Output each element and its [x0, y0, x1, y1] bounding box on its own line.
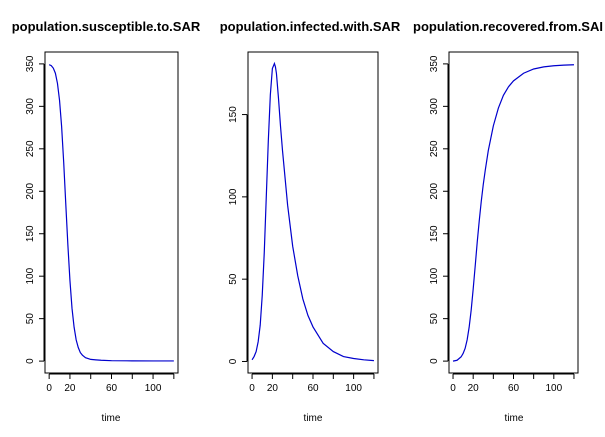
x-axis-label: time [102, 413, 121, 424]
y-tick-label: 150 [429, 225, 440, 242]
panel-recovered: population.recovered.from.SAI 0 20 60 100 0… [413, 19, 603, 424]
x-tick-label: 60 [106, 383, 118, 394]
y-tick-label: 0 [429, 358, 440, 364]
y-axis: 0 50 100 150 200 250 300 350 [25, 55, 45, 364]
x-axis-label: time [304, 413, 323, 424]
x-tick-label: 60 [508, 383, 520, 394]
y-tick-label: 100 [429, 267, 440, 284]
x-tick-label: 20 [267, 383, 279, 394]
x-axis-label: time [505, 413, 524, 424]
y-tick-label: 200 [429, 182, 440, 199]
x-axis: 0 20 60 100 [249, 373, 375, 394]
plot-frame [44, 51, 179, 374]
x-tick-label: 60 [307, 383, 319, 394]
x-axis: 0 20 60 100 [450, 373, 575, 394]
y-tick-label: 350 [25, 55, 36, 72]
x-tick-label: 0 [450, 383, 456, 394]
plot-frame [247, 51, 379, 374]
x-tick-label: 100 [545, 383, 562, 394]
y-tick-label: 100 [228, 188, 239, 205]
y-tick-label: 0 [228, 358, 239, 364]
y-tick-label: 50 [25, 313, 36, 325]
y-tick-label: 150 [228, 106, 239, 123]
y-tick-label: 250 [429, 140, 440, 157]
x-tick-label: 100 [145, 383, 162, 394]
y-tick-label: 250 [25, 140, 36, 157]
plot-frame [448, 51, 579, 374]
x-axis: 0 20 60 100 [46, 373, 175, 394]
x-tick-label: 0 [249, 383, 255, 394]
x-tick-label: 20 [468, 383, 480, 394]
y-tick-label: 0 [25, 358, 36, 364]
y-tick-label: 300 [429, 98, 440, 115]
y-tick-label: 50 [228, 273, 239, 285]
panel-susceptible: population.susceptible.to.SAR 0 20 60 100 0… [12, 19, 201, 424]
y-tick-label: 100 [25, 267, 36, 284]
x-tick-label: 20 [64, 383, 76, 394]
susceptible-series-line [48, 64, 174, 362]
infected-series-line [251, 61, 374, 362]
y-tick-label: 150 [25, 225, 36, 242]
y-tick-label: 350 [429, 55, 440, 72]
panel-title: population.susceptible.to.SAR [12, 19, 201, 34]
y-axis: 0 50 100 150 [228, 106, 248, 364]
panel-title: population.recovered.from.SAI [413, 19, 603, 34]
y-tick-label: 50 [429, 313, 440, 325]
x-tick-label: 100 [345, 383, 362, 394]
y-axis: 0 50 100 150 200 250 300 350 [429, 55, 449, 364]
panel-infected: population.infected.with.SAR 0 20 60 100 0 5… [220, 19, 401, 424]
panel-title: population.infected.with.SAR [220, 19, 401, 34]
x-tick-label: 0 [46, 383, 52, 394]
y-tick-label: 300 [25, 98, 36, 115]
y-tick-label: 200 [25, 182, 36, 199]
recovered-series-line [452, 64, 574, 362]
